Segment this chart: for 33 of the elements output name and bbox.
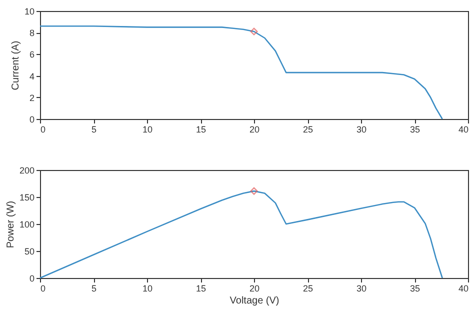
x-axis-title: Voltage (V) xyxy=(230,296,280,306)
x-tick-label: 40 xyxy=(458,124,468,134)
x-tick-label: 0 xyxy=(40,284,46,294)
x-tick-label: 25 xyxy=(302,124,314,134)
x-tick-label: 25 xyxy=(302,284,314,294)
y-tick-label: 6 xyxy=(29,50,34,60)
x-tick-label: 10 xyxy=(142,124,153,134)
y-tick-label: 200 xyxy=(19,166,34,176)
x-tick-label: 35 xyxy=(410,284,420,294)
x-tick-label: 0 xyxy=(40,124,46,134)
x-tick-label: 40 xyxy=(458,284,468,294)
x-tick-label: 35 xyxy=(410,124,420,134)
y-axis-title: Current (A) xyxy=(10,40,22,90)
x-tick-label: 5 xyxy=(91,124,97,134)
x-tick-label: 30 xyxy=(356,124,367,134)
x-tick-label: 5 xyxy=(91,284,97,294)
y-tick-label: 100 xyxy=(19,220,34,230)
line-series xyxy=(39,25,443,120)
x-tick-label: 15 xyxy=(196,284,206,294)
x-tick-label: 20 xyxy=(249,124,260,134)
y-tick-label: 8 xyxy=(29,28,34,38)
x-tick-label: 30 xyxy=(356,284,367,294)
y-tick-label: 0 xyxy=(29,274,34,284)
x-tick-label: 20 xyxy=(249,284,260,294)
y-tick-label: 4 xyxy=(29,71,34,82)
y-tick-label: 150 xyxy=(19,192,34,202)
y-axis-title: Power (W) xyxy=(5,200,16,248)
y-tick-label: 50 xyxy=(24,246,34,256)
x-tick-label: 10 xyxy=(142,284,153,294)
x-tick-label: 15 xyxy=(196,124,206,134)
y-tick-label: 0 xyxy=(29,114,34,124)
y-tick-label: 2 xyxy=(29,92,34,103)
y-tick-label: 10 xyxy=(24,6,34,16)
